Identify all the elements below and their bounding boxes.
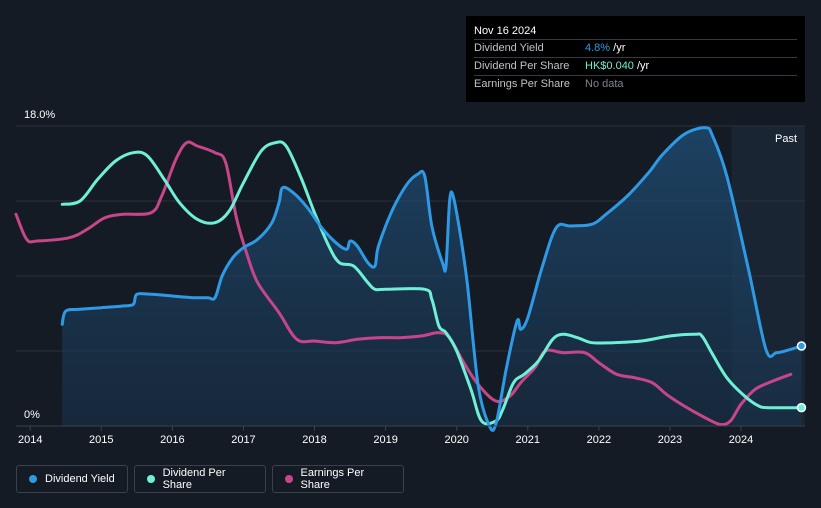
x-tick-label: 2022 <box>587 434 611 446</box>
x-axis-ticks: 2014 2015 2016 2017 2018 2019 2020 2021 2022 2023… <box>18 426 753 446</box>
tooltip-date: Nov 16 2024 <box>474 25 537 37</box>
tooltip: Nov 16 2024 Dividend Yield 4.8% /yr Divi… <box>466 16 805 102</box>
earnings-per-share-line <box>14 140 793 427</box>
tooltip-key: Earnings Per Share <box>474 78 570 90</box>
legend-label: Dividend Per Share <box>162 467 226 491</box>
x-tick-label: 2016 <box>160 434 184 446</box>
x-tick-label: 2018 <box>302 434 326 446</box>
tooltip-row-dividend-per-share: Dividend Per Share HK$0.040 /yr <box>474 57 797 75</box>
legend-item-dividend-per-share[interactable]: Dividend Per Share <box>134 465 266 493</box>
dividend-yield-dot-icon <box>29 475 37 483</box>
dividend-per-share-dot-icon <box>147 475 155 483</box>
x-tick-label: 2021 <box>516 434 540 446</box>
earnings-per-share-dot-icon <box>285 475 293 483</box>
tooltip-row-dividend-yield: Dividend Yield 4.8% /yr <box>474 39 797 57</box>
dividend-yield-area <box>62 127 802 431</box>
tooltip-row-earnings-per-share: Earnings Per Share No data <box>474 75 797 93</box>
tooltip-value: 4.8% <box>585 42 611 54</box>
series-layer <box>14 126 803 432</box>
tooltip-suffix: /yr <box>610 42 626 54</box>
x-tick-label: 2019 <box>373 434 397 446</box>
dividend-per-share-line <box>60 140 803 426</box>
y-axis-bottom-label: 0% <box>24 409 40 421</box>
tooltip-key: Dividend Yield <box>474 42 544 54</box>
x-tick-label: 2014 <box>18 434 42 446</box>
tooltip-value: HK$0.040 <box>585 60 634 72</box>
tooltip-suffix: /yr <box>633 60 650 72</box>
x-tick-label: 2020 <box>444 434 468 446</box>
tooltip-value: No data <box>585 78 624 90</box>
legend-label: Earnings Per Share <box>300 467 365 491</box>
x-tick-label: 2015 <box>89 434 113 446</box>
y-axis-top-label: 18.0% <box>24 109 55 121</box>
past-label: Past <box>775 133 797 145</box>
legend-label: Dividend Yield <box>45 473 115 485</box>
legend-item-earnings-per-share[interactable]: Earnings Per Share <box>272 465 404 493</box>
tooltip-key: Dividend Per Share <box>474 60 570 72</box>
dividend-yield-end-marker <box>796 341 807 351</box>
legend-item-dividend-yield[interactable]: Dividend Yield <box>16 465 128 493</box>
dividend-yield-line <box>60 126 803 432</box>
dividend-per-share-end-marker <box>796 402 807 413</box>
x-tick-label: 2023 <box>658 434 682 446</box>
marker-layer <box>796 341 807 413</box>
x-tick-label: 2024 <box>729 434 753 446</box>
x-tick-label: 2017 <box>231 434 255 446</box>
